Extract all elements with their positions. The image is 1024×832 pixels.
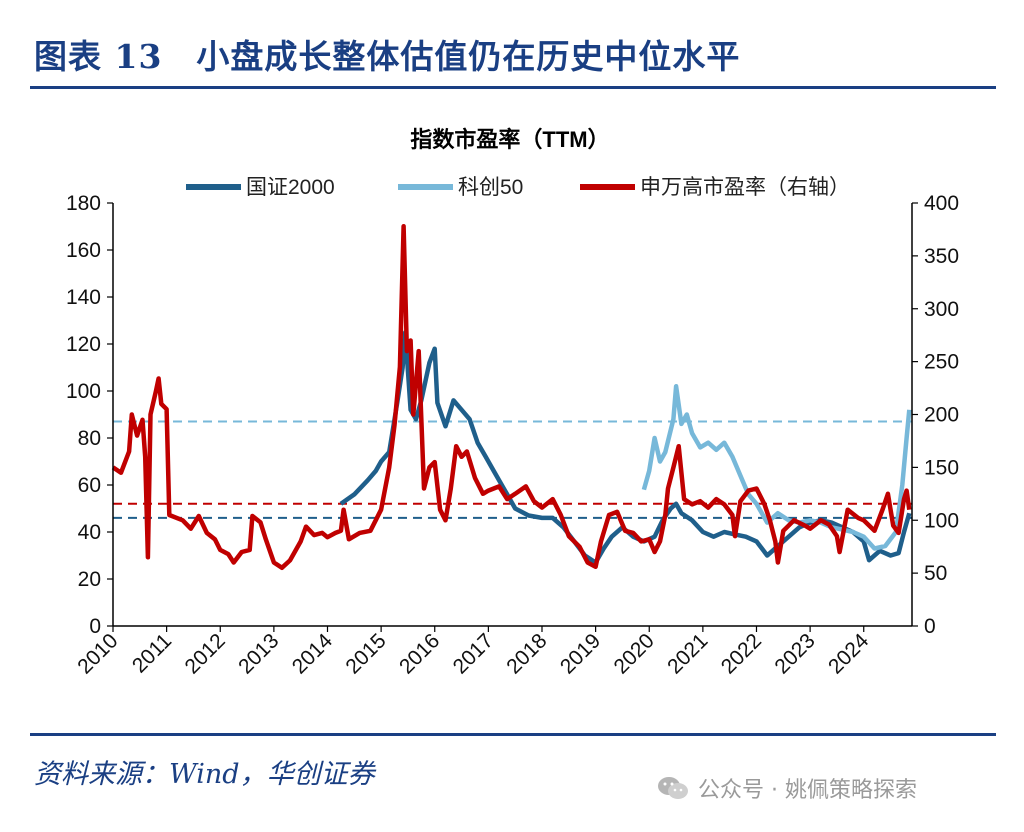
- watermark-text: 公众号 · 姚佩策略探索: [698, 778, 917, 803]
- x-tick-label: 2012: [180, 629, 229, 678]
- x-tick-label: 2010: [73, 629, 122, 678]
- y-left-tick-label: 60: [78, 474, 101, 497]
- series-line-2: [111, 224, 912, 571]
- x-tick-label: 2022: [717, 629, 766, 678]
- x-tick-label: 2019: [556, 629, 605, 678]
- source-note: 资料来源：Wind，华创证券: [34, 759, 375, 790]
- y-right-tick-label: 50: [924, 562, 947, 585]
- y-left-tick-label: 160: [66, 239, 101, 262]
- chart-legend: 国证2000 科创50 申万高市盈率（右轴）: [186, 176, 850, 199]
- x-tick-label: 2016: [395, 629, 444, 678]
- y-right-tick-label: 150: [924, 456, 959, 479]
- legend-label: 国证2000: [246, 176, 335, 199]
- x-tick-label: 2015: [341, 629, 390, 678]
- y-right-tick-label: 350: [924, 245, 959, 268]
- reference-lines: [113, 420, 912, 519]
- footer-rule: [30, 733, 996, 736]
- figure-title: 图表 13 小盘成长整体估值仍在历史中位水平: [34, 37, 741, 76]
- y-right-tick-label: 250: [924, 351, 959, 374]
- x-tick-label: 2023: [770, 629, 819, 678]
- x-tick-label: 2011: [128, 629, 176, 677]
- x-tick-label: 2024: [824, 629, 874, 679]
- wechat-icon: [658, 777, 688, 799]
- x-tick-label: 2013: [234, 629, 283, 678]
- x-tick-label: 2017: [449, 629, 498, 678]
- chart-title: 指数市盈率（TTM）: [410, 127, 609, 152]
- y-left-tick-label: 140: [66, 286, 101, 309]
- y-right-tick-label: 0: [924, 615, 936, 638]
- x-tick-label: 2021: [663, 629, 712, 678]
- y-left-tick-label: 180: [66, 192, 101, 215]
- title-rule: [30, 86, 996, 89]
- chart-axes: 0 20 40 60 80 100 120 140 160 180 0 50 100 150 200 250 3…: [66, 192, 959, 679]
- y-left-tick-label: 0: [89, 615, 101, 638]
- y-left-tick-label: 80: [78, 427, 101, 450]
- y-left-tick-label: 20: [78, 568, 101, 591]
- legend-label: 科创50: [458, 176, 523, 199]
- x-tick-label: 2020: [609, 629, 658, 678]
- y-right-tick-label: 400: [924, 192, 959, 215]
- y-left-tick-label: 100: [66, 380, 101, 403]
- y-right-tick-label: 200: [924, 404, 959, 427]
- y-left-tick-label: 40: [78, 521, 101, 544]
- y-left-tick-label: 120: [66, 333, 101, 356]
- pe-line-chart: 指数市盈率（TTM） 国证2000 科创50 申万高市盈率（右轴） 0 20 40 60 8…: [66, 127, 959, 679]
- x-tick-label: 2014: [288, 629, 338, 679]
- y-right-tick-label: 300: [924, 298, 959, 321]
- legend-label: 申万高市盈率（右轴）: [640, 176, 850, 199]
- y-right-tick-label: 100: [924, 509, 959, 532]
- series-layer: [111, 224, 912, 571]
- watermark: 公众号 · 姚佩策略探索: [656, 772, 917, 804]
- x-tick-label: 2018: [502, 629, 551, 678]
- series-line-1: [641, 384, 912, 551]
